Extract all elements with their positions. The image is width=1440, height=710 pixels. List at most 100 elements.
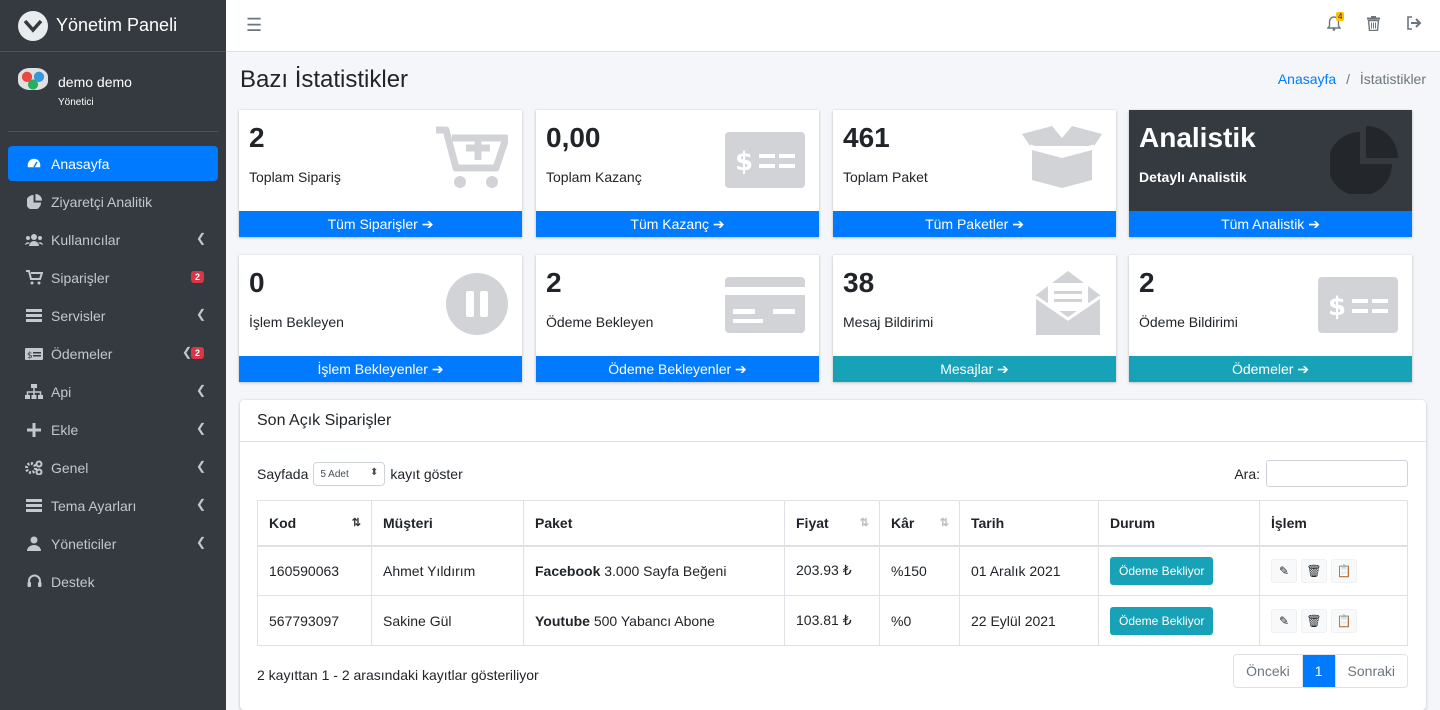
chevron-left-icon: ❮ [195,383,206,397]
tachometer-icon [24,156,44,171]
package-platform: Youtube [535,612,590,629]
status-badge[interactable]: Ödeme Bekliyor [1110,556,1214,585]
user-name[interactable]: demo demo [58,74,132,90]
trash-icon[interactable]: 🗑 [1301,558,1327,583]
stat-label: Ödeme Bildirimi [1139,314,1238,330]
plus-icon [24,422,44,437]
cell-kar: %150 [879,545,960,596]
sidebar-item-siparisler[interactable]: Siparişler 2 [8,260,218,295]
stat-value: 2 [249,122,265,153]
chevron-left-icon: ❮ [195,497,206,511]
chevron-left-icon: ❮ [181,345,192,359]
pagination-page-current[interactable]: 1 [1301,655,1336,687]
package-name: 500 Yabancı Abone [593,612,715,629]
stat-link-label: İşlem Bekleyenler [317,361,428,377]
trash-icon[interactable] [1367,16,1380,34]
page-length-select[interactable]: 5 Adet [313,462,386,486]
edit-icon[interactable]: ✎ [1271,558,1297,583]
chevron-left-icon: ❮ [195,421,206,435]
orders-count-badge: 2 [190,271,204,283]
sidebar-item-odemeler[interactable]: $ Ödemeler ❮ 2 [8,336,218,371]
user-panel: demo demo Yönetici [8,52,218,132]
pending-payments-link[interactable]: Ödeme Bekleyenler ➔ [536,356,819,382]
breadcrumb-home-link[interactable]: Anasayfa [1277,71,1337,87]
cell-musteri: Ahmet Yıldırım [371,545,524,596]
pending-process-link[interactable]: İşlem Bekleyenler ➔ [239,356,522,382]
trash-icon[interactable]: 🗑 [1301,608,1327,633]
cell-kod: 567793097 [257,595,372,646]
column-header-label: Durum [1110,514,1156,531]
all-earnings-link[interactable]: Tüm Kazanç ➔ [536,211,819,237]
sidebar-item-label: Destek [51,573,95,590]
chevron-left-icon: ❮ [195,459,206,473]
sidebar-item-ziyaretci-analitik[interactable]: Ziyaretçi Analitik [8,184,218,219]
edit-icon[interactable]: ✎ [1271,608,1297,633]
cell-tarih: 01 Aralık 2021 [959,545,1099,596]
stat-value: 0,00 [546,122,601,153]
user-tie-icon [24,536,44,551]
sidebar-item-ekle[interactable]: Ekle ❮ [8,412,218,447]
page-title: Bazı İstatistikler [240,66,409,93]
top-navbar: ☰ 4 [226,0,1440,52]
sidebar-item-yoneticiler[interactable]: Yöneticiler ❮ [8,526,218,561]
column-header-fiyat[interactable]: Fiyat ⇅ [784,500,880,547]
notification-badge: 4 [1336,12,1345,21]
card-title: Son Açık Siparişler [240,400,1426,442]
column-header-label: Paket [535,514,573,531]
column-header-kar[interactable]: Kâr ⇅ [879,500,960,547]
money-check-icon: $ [24,347,44,360]
stat-label: Toplam Sipariş [249,169,341,185]
sidebar-item-api[interactable]: Api ❮ [8,374,218,409]
pagination-next[interactable]: Sonraki [1347,663,1395,679]
sidebar-item-tema-ayarlari[interactable]: Tema Ayarları ❮ [8,488,218,523]
table-row: 160590063 Ahmet Yıldırım Facebook 3.000 … [257,545,1408,596]
package-name: 3.000 Sayfa Beğeni [604,562,727,579]
all-analytics-link[interactable]: Tüm Analistik ➔ [1129,211,1412,237]
package-platform: Facebook [535,562,601,579]
status-badge[interactable]: Ödeme Bekliyor [1110,606,1214,635]
avatar[interactable] [18,68,48,90]
all-packages-link[interactable]: Tüm Paketler ➔ [833,211,1116,237]
sidebar-item-destek[interactable]: Destek [8,564,218,599]
arrow-circle-right-icon: ➔ [1012,216,1024,232]
sign-out-icon[interactable] [1406,16,1422,34]
all-orders-link[interactable]: Tüm Siparişler ➔ [239,211,522,237]
column-header-kod[interactable]: Kod ⇅ [257,500,372,547]
column-header-label: İşlem [1271,514,1307,531]
cell-islem: ✎ 🗑 📋 [1259,545,1408,596]
column-header-label: Fiyat [796,514,829,531]
stat-box-pending-process: 0 İşlem Bekleyen İşlem Bekleyenler ➔ [239,255,522,382]
stat-link-label: Ödeme Bekleyenler [608,361,732,377]
stat-value: 0 [249,267,265,298]
arrow-circle-right-icon: ➔ [421,216,434,232]
clipboard-icon[interactable]: 📋 [1331,608,1357,633]
sidebar-item-kullanicilar[interactable]: Kullanıcılar ❮ [8,222,218,257]
cell-fiyat: 203.93 ₺ [784,545,880,596]
top-icons: 4 [1326,12,1422,34]
recent-orders-card: Son Açık Siparişler Sayfada 5 Adet kayıt… [240,400,1426,710]
sidebar-item-anasayfa[interactable]: Anasayfa [8,146,218,181]
column-header-label: Müşteri [383,514,433,531]
payments-link[interactable]: Ödemeler ➔ [1129,356,1412,382]
brand-link[interactable]: Yönetim Paneli [0,0,226,52]
bell-icon[interactable]: 4 [1326,12,1345,34]
arrow-circle-right-icon: ➔ [431,361,444,377]
sidebar-nav: Anasayfa Ziyaretçi Analitik Kullanıcılar… [0,132,226,599]
pagination-prev[interactable]: Önceki [1246,663,1290,679]
messages-link[interactable]: Mesajlar ➔ [833,356,1116,382]
sidebar-item-label: Ödemeler [51,345,113,362]
arrow-circle-right-icon: ➔ [1308,216,1320,232]
stat-link-label: Tüm Paketler [925,216,1009,232]
clipboard-icon[interactable]: 📋 [1331,558,1357,583]
sidebar-item-servisler[interactable]: Servisler ❮ [8,298,218,333]
arrow-circle-right-icon: ➔ [712,216,725,232]
search-input[interactable] [1266,460,1408,487]
column-header-durum: Durum [1098,500,1260,547]
sidebar-item-label: Api [51,383,72,400]
sidebar-item-genel[interactable]: Genel ❮ [8,450,218,485]
cart-plus-icon [24,270,44,285]
menu-toggle-icon[interactable]: ☰ [246,15,263,35]
stat-label: Toplam Paket [843,169,928,185]
svg-text:$: $ [735,147,753,177]
sidebar-item-label: Siparişler [51,269,110,286]
